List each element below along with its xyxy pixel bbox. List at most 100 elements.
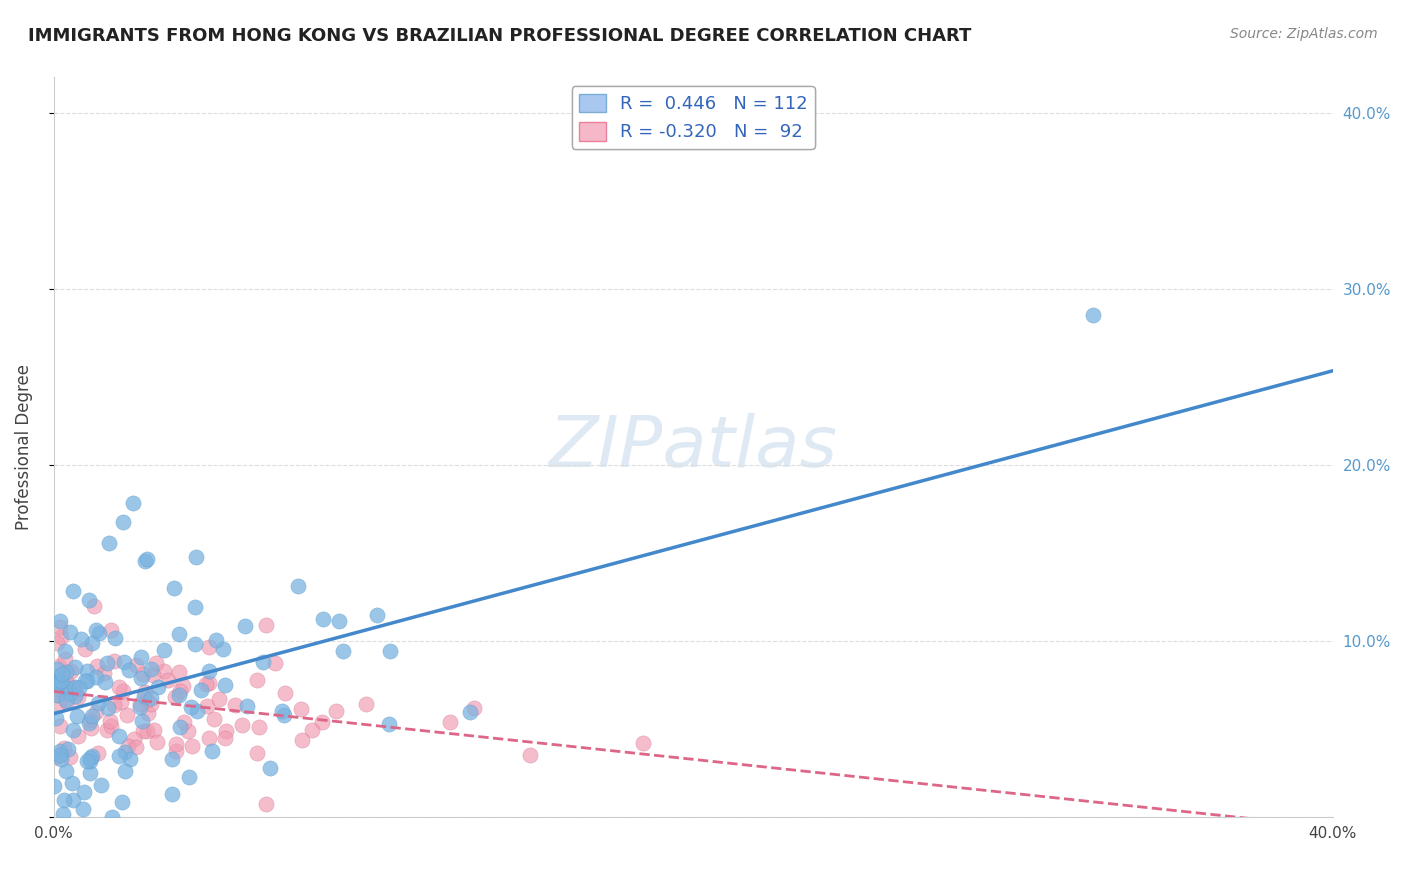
Point	[136, 706, 159, 721]
Point	[135, 693, 157, 707]
Point	[157, 673, 180, 687]
Point	[186, 704, 208, 718]
Point	[439, 714, 461, 729]
Point	[163, 581, 186, 595]
Point	[63, 659, 86, 673]
Text: IMMIGRANTS FROM HONG KONG VS BRAZILIAN PROFESSIONAL DEGREE CORRELATION CHART: IMMIGRANTS FROM HONG KONG VS BRAZILIAN P…	[28, 27, 972, 45]
Point	[231, 718, 253, 732]
Point	[184, 599, 207, 614]
Point	[125, 740, 148, 755]
Point	[59, 750, 82, 764]
Point	[136, 552, 159, 566]
Point	[122, 732, 145, 747]
Point	[70, 632, 93, 647]
Point	[180, 700, 202, 714]
Point	[235, 699, 257, 714]
Point	[125, 658, 148, 673]
Point	[378, 717, 401, 731]
Point	[110, 695, 132, 709]
Point	[233, 618, 256, 632]
Point	[103, 654, 125, 668]
Point	[259, 761, 281, 775]
Point	[79, 721, 101, 735]
Point	[271, 704, 294, 718]
Y-axis label: Professional Degree: Professional Degree	[15, 364, 32, 530]
Point	[160, 752, 183, 766]
Point	[59, 625, 82, 640]
Point	[80, 748, 103, 763]
Point	[136, 723, 159, 738]
Point	[165, 737, 187, 751]
Point	[48, 673, 70, 688]
Point	[142, 723, 165, 737]
Point	[51, 752, 73, 766]
Point	[195, 699, 218, 714]
Point	[82, 708, 104, 723]
Point	[177, 770, 200, 784]
Point	[49, 719, 72, 733]
Point	[51, 667, 73, 681]
Point	[98, 535, 121, 549]
Point	[153, 664, 176, 678]
Point	[79, 766, 101, 780]
Point	[58, 741, 80, 756]
Point	[45, 711, 67, 725]
Text: ZIPatlas: ZIPatlas	[548, 412, 838, 482]
Point	[198, 640, 221, 654]
Point	[67, 690, 90, 704]
Point	[163, 690, 186, 704]
Point	[202, 712, 225, 726]
Point	[51, 673, 73, 688]
Point	[67, 681, 90, 695]
Point	[208, 691, 231, 706]
Point	[60, 665, 83, 679]
Point	[87, 626, 110, 640]
Point	[145, 656, 167, 670]
Point	[146, 680, 169, 694]
Point	[205, 633, 228, 648]
Point	[132, 666, 155, 681]
Point	[378, 644, 401, 658]
Point	[79, 751, 101, 765]
Point	[77, 715, 100, 730]
Point	[44, 779, 66, 793]
Point	[96, 723, 118, 738]
Point	[290, 702, 312, 716]
Point	[96, 656, 118, 670]
Point	[48, 659, 70, 673]
Point	[131, 650, 153, 665]
Point	[66, 709, 89, 723]
Point	[62, 723, 84, 737]
Point	[131, 714, 153, 728]
Point	[112, 655, 135, 669]
Point	[201, 744, 224, 758]
Point	[184, 637, 207, 651]
Point	[173, 715, 195, 730]
Point	[76, 754, 98, 768]
Point	[115, 707, 138, 722]
Point	[56, 695, 79, 709]
Legend: R =  0.446   N = 112, R = -0.320   N =  92: R = 0.446 N = 112, R = -0.320 N = 92	[571, 87, 815, 149]
Point	[108, 749, 131, 764]
Point	[65, 685, 87, 699]
Point	[55, 764, 77, 778]
Point	[73, 641, 96, 656]
Point	[87, 746, 110, 760]
Point	[129, 698, 152, 712]
Point	[160, 787, 183, 801]
Point	[198, 664, 221, 678]
Point	[129, 671, 152, 685]
Point	[46, 636, 69, 650]
Point	[48, 744, 70, 758]
Point	[117, 739, 139, 754]
Point	[165, 744, 187, 758]
Point	[458, 705, 481, 719]
Point	[134, 553, 156, 567]
Text: Source: ZipAtlas.com: Source: ZipAtlas.com	[1230, 27, 1378, 41]
Point	[177, 723, 200, 738]
Point	[53, 652, 76, 666]
Point	[328, 614, 350, 628]
Point	[195, 676, 218, 690]
Point	[86, 624, 108, 638]
Point	[46, 688, 69, 702]
